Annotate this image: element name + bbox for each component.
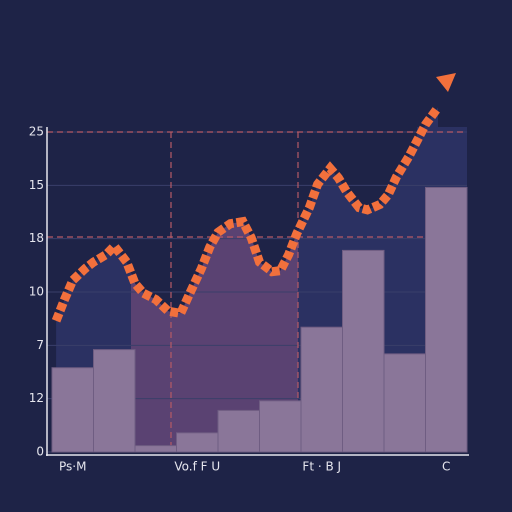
- x-tick-label: C: [442, 460, 450, 474]
- bar: [134, 445, 177, 453]
- x-tick-label: Ft · B J: [302, 460, 341, 474]
- y-tick-label: 12: [29, 391, 44, 405]
- y-tick-label: 7: [36, 338, 44, 352]
- labels: 0 12 7 10 18 15 25 Ps·M Vo.f F U Ft · B J C: [29, 125, 451, 474]
- bar: [342, 249, 385, 453]
- y-tick-label: 0: [36, 445, 44, 459]
- bar: [383, 353, 426, 453]
- bar: [425, 186, 468, 453]
- bar: [51, 367, 94, 453]
- arrow-head: [436, 73, 456, 92]
- bars: [51, 186, 468, 453]
- x-tick-label: Vo.f F U: [174, 460, 220, 474]
- y-tick-label: 15: [29, 178, 44, 192]
- bar: [300, 326, 343, 453]
- y-tick-label: 18: [29, 231, 44, 245]
- guide-lines: [47, 131, 467, 452]
- x-tick-label: Ps·M: [59, 460, 86, 474]
- bar: [217, 409, 260, 453]
- y-tick-label: 25: [29, 125, 44, 139]
- area-highlight: [131, 221, 298, 452]
- bar: [93, 349, 136, 453]
- lines: [51, 104, 442, 323]
- y-tick-label: 10: [29, 285, 44, 299]
- bar: [259, 400, 302, 453]
- bar: [176, 432, 219, 453]
- line: [51, 104, 442, 323]
